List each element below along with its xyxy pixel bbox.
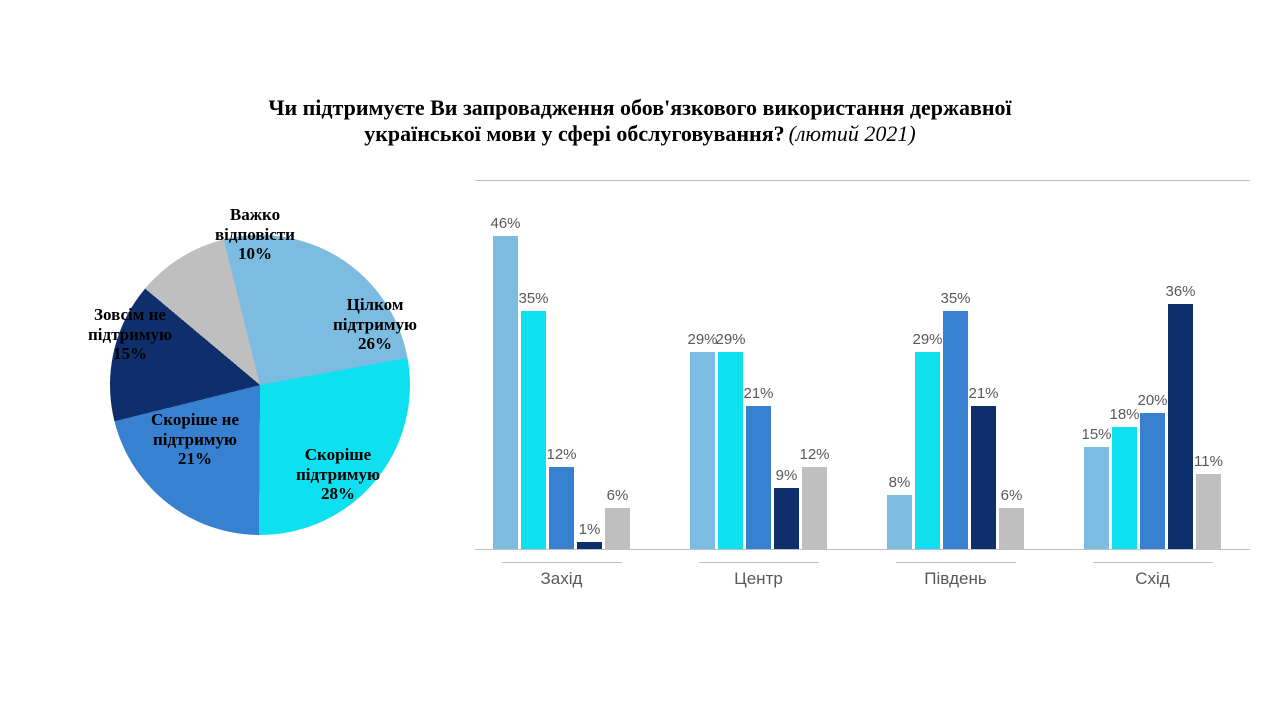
bar bbox=[549, 467, 574, 549]
bar bbox=[718, 352, 743, 549]
category-label: Центр bbox=[699, 562, 819, 589]
bar bbox=[690, 352, 715, 549]
bar-value-label: 15% bbox=[1081, 426, 1111, 443]
pie-slice-label: Скоріше непідтримую21% bbox=[125, 410, 265, 469]
bar bbox=[999, 508, 1024, 549]
bar-value-label: 21% bbox=[743, 385, 773, 402]
bar-value-label: 35% bbox=[518, 290, 548, 307]
bar-value-label: 36% bbox=[1165, 283, 1195, 300]
title-line1: Чи підтримуєте Ви запровадження обов'язк… bbox=[268, 95, 1011, 120]
bar bbox=[521, 311, 546, 549]
category-label: Захід bbox=[502, 562, 622, 589]
bar bbox=[1168, 304, 1193, 549]
bar-value-label: 46% bbox=[490, 215, 520, 232]
bar-value-label: 1% bbox=[579, 521, 601, 538]
bar-value-label: 9% bbox=[776, 467, 798, 484]
bar-value-label: 18% bbox=[1109, 406, 1139, 423]
bar-chart: 46%35%12%1%6%29%29%21%9%12%8%29%35%21%6%… bbox=[475, 180, 1255, 600]
bar-value-label: 12% bbox=[799, 446, 829, 463]
bar-value-label: 21% bbox=[968, 385, 998, 402]
bar bbox=[1196, 474, 1221, 549]
bar-value-label: 6% bbox=[607, 487, 629, 504]
bar bbox=[1140, 413, 1165, 549]
bar-value-label: 29% bbox=[912, 331, 942, 348]
bar bbox=[1112, 427, 1137, 549]
bar bbox=[1084, 447, 1109, 549]
title-line2: української мови у сфері обслуговування? bbox=[364, 121, 784, 146]
category-label: Схід bbox=[1093, 562, 1213, 589]
bar bbox=[887, 495, 912, 549]
bar-value-label: 29% bbox=[687, 331, 717, 348]
chart-title: Чи підтримуєте Ви запровадження обов'язк… bbox=[140, 95, 1140, 147]
bar-value-label: 11% bbox=[1194, 453, 1223, 470]
bar-value-label: 12% bbox=[546, 446, 576, 463]
pie-slice-label: Важковідповісти10% bbox=[195, 205, 315, 264]
bar bbox=[577, 542, 602, 549]
bar bbox=[605, 508, 630, 549]
bar bbox=[943, 311, 968, 549]
bar-plot-area: 46%35%12%1%6%29%29%21%9%12%8%29%35%21%6%… bbox=[475, 180, 1250, 550]
bar bbox=[493, 236, 518, 549]
pie-slice-label: Цілкомпідтримую26% bbox=[315, 295, 435, 354]
bar-value-label: 29% bbox=[715, 331, 745, 348]
bar bbox=[971, 406, 996, 549]
pie-chart: Цілкомпідтримую26% Скорішепідтримую28%Ско… bbox=[55, 185, 455, 605]
bar-value-label: 20% bbox=[1137, 392, 1167, 409]
bar bbox=[774, 488, 799, 549]
pie-slice-label: Зовсім непідтримую15% bbox=[65, 305, 195, 364]
bar-value-label: 35% bbox=[940, 290, 970, 307]
bar bbox=[746, 406, 771, 549]
bar-value-label: 8% bbox=[889, 474, 911, 491]
bar-value-label: 6% bbox=[1001, 487, 1023, 504]
bar bbox=[802, 467, 827, 549]
category-label: Південь bbox=[896, 562, 1016, 589]
pie-slice-label: Скорішепідтримую28% bbox=[273, 445, 403, 504]
title-sub: (лютий 2021) bbox=[789, 121, 916, 146]
bar bbox=[915, 352, 940, 549]
